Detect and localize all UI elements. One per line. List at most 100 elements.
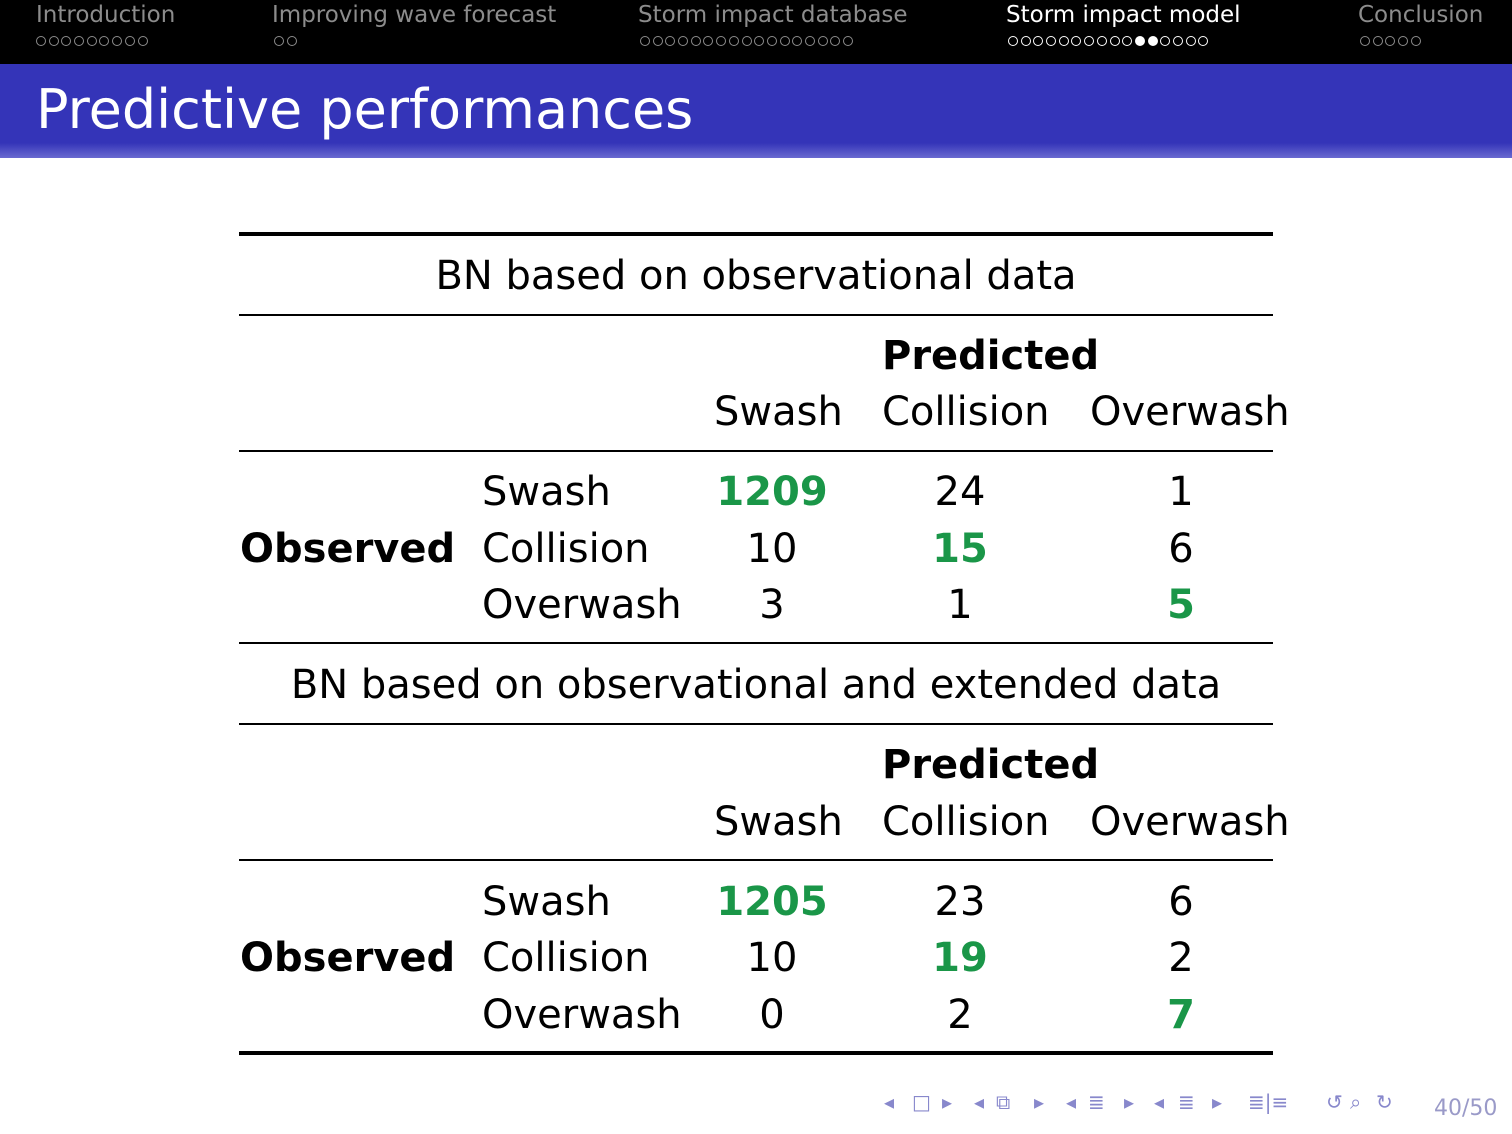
nav-frame-dot[interactable] — [690, 36, 701, 46]
search-icon[interactable]: ⌕ — [1350, 1090, 1362, 1114]
table1-cell-collision-collision: 15 — [932, 526, 988, 572]
nav-frame-dot[interactable] — [274, 36, 284, 46]
nav-frame-dot[interactable] — [99, 36, 110, 46]
nav-frame-dot[interactable] — [652, 36, 663, 46]
nav-frame-dot[interactable] — [74, 36, 85, 46]
table2-cell-swash-collision: 23 — [934, 879, 986, 925]
section-prev-icon[interactable]: ◂ — [1066, 1090, 1077, 1114]
nav-frame-dot[interactable] — [766, 36, 777, 46]
frame-prev-icon[interactable]: ◂ — [884, 1090, 895, 1114]
nav-section-introduction[interactable]: Introduction — [36, 2, 176, 28]
undo-icon[interactable]: ↺ — [1326, 1090, 1343, 1114]
nav-dots-improving-wave-forecast[interactable] — [274, 36, 299, 50]
nav-frame-dot[interactable] — [665, 36, 676, 46]
title-bar: Predictive performances — [0, 64, 1512, 158]
table1-cell-swash-overwash: 1 — [1168, 469, 1194, 515]
table2-predicted-label: Predicted — [882, 742, 1100, 788]
nav-frame-dot[interactable] — [1058, 36, 1069, 46]
nav-frame-dot[interactable] — [1172, 36, 1183, 46]
page-number: 40/50 — [1434, 1096, 1498, 1121]
nav-frame-dot[interactable] — [1385, 36, 1396, 46]
subsection-icon[interactable]: ≣ — [1178, 1090, 1195, 1114]
nav-frame-dot[interactable] — [1398, 36, 1409, 46]
nav-frame-dot[interactable] — [843, 36, 853, 46]
frame-next-icon[interactable]: ▸ — [942, 1090, 953, 1114]
redo-icon[interactable]: ↻ — [1376, 1090, 1393, 1114]
table-rule — [239, 723, 1273, 725]
nav-frame-dot[interactable] — [728, 36, 739, 46]
nav-frame-dot[interactable] — [124, 36, 135, 46]
nav-dots-introduction[interactable] — [36, 36, 150, 50]
nav-frame-dot[interactable] — [112, 36, 123, 46]
table2-col-overwash: Overwash — [1090, 799, 1290, 845]
table-rule — [239, 859, 1273, 861]
nav-frame-dot[interactable] — [1122, 36, 1133, 46]
nav-frame-dot[interactable] — [1033, 36, 1044, 46]
align-icon[interactable]: ≣|≡ — [1248, 1090, 1289, 1114]
nav-frame-dot[interactable] — [1046, 36, 1057, 46]
nav-frame-dot[interactable] — [61, 36, 72, 46]
subsection-icon[interactable]: ⧉ — [996, 1090, 1011, 1114]
section-icon[interactable]: ≣ — [1088, 1090, 1105, 1114]
table2-row-overwash: Overwash — [482, 992, 682, 1038]
nav-frame-dot[interactable] — [1147, 36, 1158, 46]
subsection-prev-icon[interactable]: ◂ — [974, 1090, 985, 1114]
table1-predicted-label: Predicted — [882, 333, 1100, 379]
table1-observed-label: Observed — [240, 526, 456, 572]
nav-frame-dot[interactable] — [1372, 36, 1383, 46]
table2-col-swash: Swash — [714, 799, 843, 845]
table2-cell-overwash-swash: 0 — [759, 992, 785, 1038]
nav-section-improving-wave-forecast[interactable]: Improving wave forecast — [272, 2, 557, 28]
table2-row-collision: Collision — [482, 935, 650, 981]
nav-frame-dot[interactable] — [1109, 36, 1120, 46]
nav-frame-dot[interactable] — [286, 36, 297, 46]
subsection-next-icon[interactable]: ▸ — [1034, 1090, 1045, 1114]
section-next-icon[interactable]: ▸ — [1124, 1090, 1135, 1114]
table2-cell-collision-swash: 10 — [746, 935, 798, 981]
nav-frame-dot[interactable] — [1020, 36, 1031, 46]
table-rule — [239, 642, 1273, 644]
nav-frame-dot[interactable] — [1160, 36, 1171, 46]
nav-frame-dot[interactable] — [754, 36, 765, 46]
table2-col-collision: Collision — [882, 799, 1050, 845]
nav-frame-dot[interactable] — [817, 36, 828, 46]
frame-icon[interactable]: □ — [912, 1090, 931, 1114]
nav-frame-dot[interactable] — [678, 36, 689, 46]
nav-frame-dot[interactable] — [1185, 36, 1196, 46]
nav-frame-dot[interactable] — [1084, 36, 1095, 46]
nav-dots-storm-impact-model[interactable] — [1008, 36, 1211, 50]
nav-frame-dot[interactable] — [36, 36, 46, 46]
nav-frame-dot[interactable] — [1134, 36, 1145, 46]
table1-caption: BN based on observational data — [435, 253, 1077, 299]
table2-cell-collision-collision: 19 — [932, 935, 988, 981]
nav-frame-dot[interactable] — [1198, 36, 1209, 46]
nav-frame-dot[interactable] — [741, 36, 752, 46]
nav-frame-dot[interactable] — [779, 36, 790, 46]
nav-section-conclusion[interactable]: Conclusion — [1358, 2, 1484, 28]
nav-section-storm-impact-database[interactable]: Storm impact database — [638, 2, 908, 28]
nav-frame-dot[interactable] — [830, 36, 841, 46]
nav-frame-dot[interactable] — [86, 36, 97, 46]
table2-caption: BN based on observational and extended d… — [290, 662, 1222, 708]
nav-frame-dot[interactable] — [640, 36, 650, 46]
table2-observed-label: Observed — [240, 935, 456, 981]
nav-frame-dot[interactable] — [1008, 36, 1018, 46]
nav-frame-dot[interactable] — [792, 36, 803, 46]
nav-dots-conclusion[interactable] — [1360, 36, 1423, 50]
nav-frame-dot[interactable] — [48, 36, 59, 46]
table1-cell-swash-swash: 1209 — [716, 469, 828, 515]
subsection-next-icon[interactable]: ▸ — [1212, 1090, 1223, 1114]
nav-frame-dot[interactable] — [1410, 36, 1421, 46]
nav-frame-dot[interactable] — [1071, 36, 1082, 46]
nav-frame-dot[interactable] — [137, 36, 148, 46]
subsection-prev-icon[interactable]: ◂ — [1154, 1090, 1165, 1114]
nav-frame-dot[interactable] — [1360, 36, 1370, 46]
nav-frame-dot[interactable] — [703, 36, 714, 46]
table2-cell-overwash-collision: 2 — [947, 992, 973, 1038]
nav-section-storm-impact-model[interactable]: Storm impact model — [1006, 2, 1241, 28]
nav-frame-dot[interactable] — [1096, 36, 1107, 46]
nav-dots-storm-impact-database[interactable] — [640, 36, 856, 50]
table2-cell-swash-overwash: 6 — [1168, 879, 1194, 925]
nav-frame-dot[interactable] — [804, 36, 815, 46]
nav-frame-dot[interactable] — [716, 36, 727, 46]
